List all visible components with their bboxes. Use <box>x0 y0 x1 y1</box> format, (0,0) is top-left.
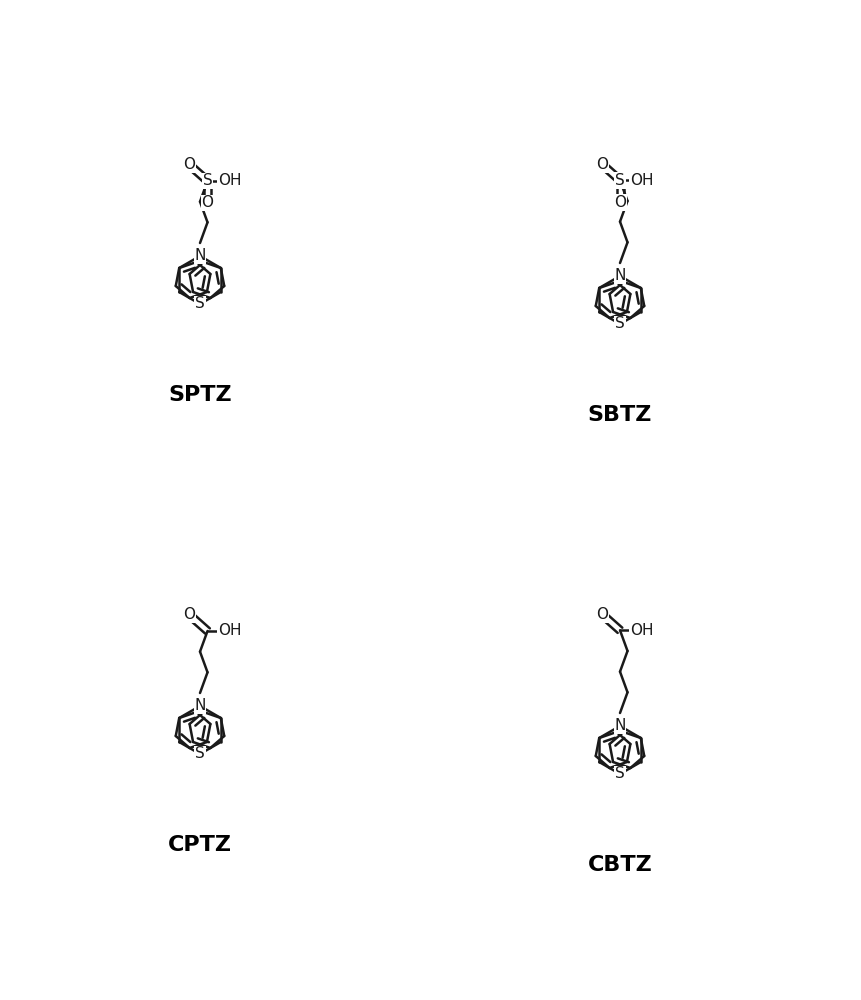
Text: N: N <box>614 718 626 734</box>
Text: O: O <box>596 157 608 172</box>
Text: S: S <box>195 746 205 762</box>
Text: SBTZ: SBTZ <box>588 405 652 425</box>
Text: O: O <box>614 195 626 210</box>
Text: S: S <box>195 296 205 312</box>
Text: CBTZ: CBTZ <box>587 855 653 875</box>
Text: OH: OH <box>218 623 241 638</box>
Text: S: S <box>615 766 625 782</box>
Text: N: N <box>195 248 206 263</box>
Text: S: S <box>615 316 625 332</box>
Text: CPTZ: CPTZ <box>168 835 232 855</box>
Text: SPTZ: SPTZ <box>168 385 232 405</box>
Text: O: O <box>596 607 608 622</box>
Text: O: O <box>183 607 195 622</box>
Text: O: O <box>183 157 195 172</box>
Text: S: S <box>615 173 625 188</box>
Text: N: N <box>614 268 626 284</box>
Text: O: O <box>201 195 214 210</box>
Text: S: S <box>202 173 213 188</box>
Text: OH: OH <box>630 623 653 638</box>
Text: N: N <box>195 698 206 713</box>
Text: OH: OH <box>630 173 653 188</box>
Text: OH: OH <box>218 173 241 188</box>
